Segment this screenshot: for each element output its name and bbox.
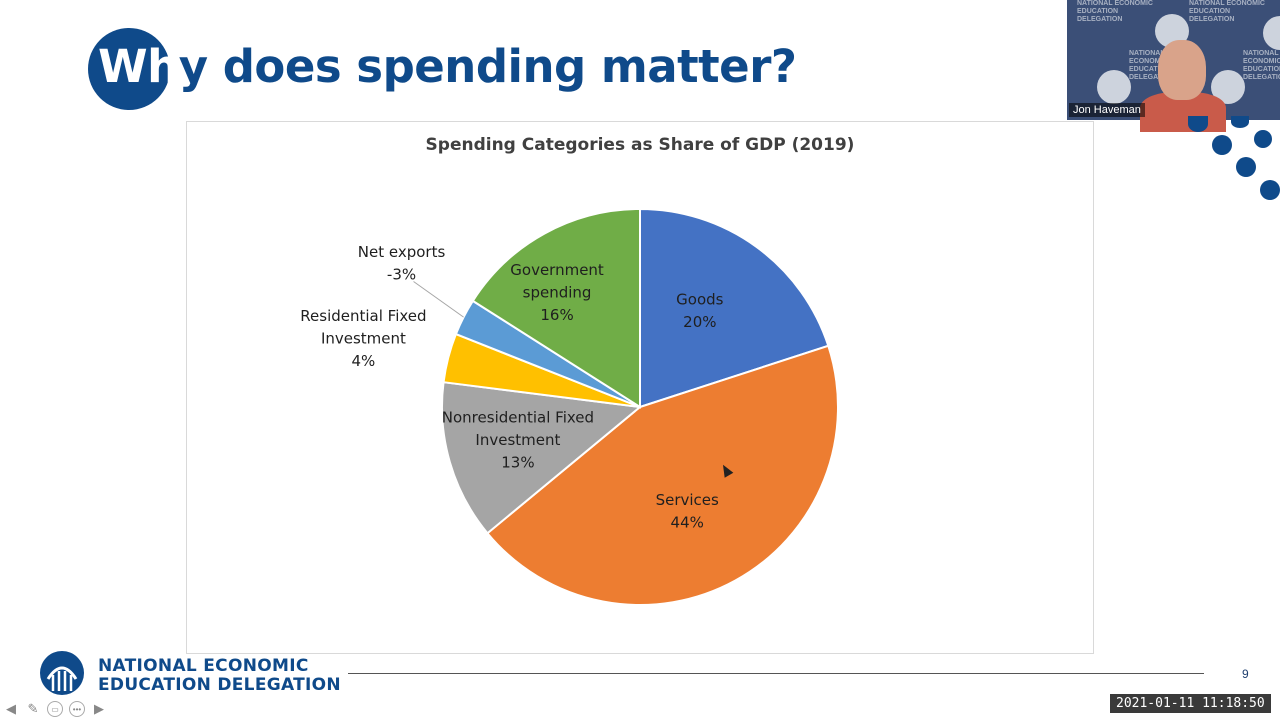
chart-title: Spending Categories as Share of GDP (201…	[0, 135, 1280, 155]
pie-label-net-exports: Net exports -3%	[358, 243, 446, 284]
recording-timestamp: 2021-01-11 11:18:50	[1110, 694, 1271, 713]
video-bg-text: NATIONAL ECONOMIC EDUCATION DELEGATION	[1077, 0, 1153, 23]
logo-line-1: NATIONAL ECONOMIC	[98, 656, 309, 676]
video-bg-logo-icon	[1263, 16, 1280, 50]
decorative-dot	[1188, 116, 1208, 132]
decorative-dot	[1260, 180, 1280, 200]
arrow-right-icon[interactable]: ▶	[94, 701, 104, 716]
participant-head	[1158, 40, 1206, 100]
more-icon[interactable]: •••	[69, 701, 85, 717]
pen-icon[interactable]: ✎	[27, 701, 39, 716]
video-bg-text: NATIONAL ECONOMIC EDUCATION DELEGATION	[1129, 50, 1175, 81]
page-number: 9	[1242, 667, 1249, 681]
title-accent-circle	[88, 28, 170, 110]
pie-label-goods: Goods 20%	[676, 291, 723, 332]
arrow-left-icon[interactable]: ◀	[6, 701, 16, 716]
pie-label-nonresidential-fixed-investment: Nonresidential Fixed Investment 13%	[442, 409, 594, 472]
footer-divider	[348, 673, 1204, 674]
video-bg-logo-icon	[1097, 70, 1131, 104]
slide-title-prefix: Wh	[98, 40, 179, 93]
slideshow-nav: ◀ ✎ ▭ ••• ▶	[3, 700, 107, 718]
slides-icon[interactable]: ▭	[47, 701, 63, 717]
logo-line-2: EDUCATION DELEGATION	[98, 675, 341, 695]
video-bg-text: NATIONAL ECONOMIC EDUCATION DELEGATION	[1189, 0, 1265, 23]
decorative-dot	[1231, 116, 1249, 128]
pie-label-government-spending: Government spending 16%	[510, 261, 604, 324]
video-bg-text: NATIONAL ECONOMIC EDUCATION DELEGATION	[1243, 50, 1280, 81]
pie-slice-services	[486, 344, 839, 606]
need-emblem-icon	[40, 651, 84, 695]
pie-label-residential-fixed-investment: Residential Fixed Investment 4%	[300, 307, 426, 370]
chart-title-text: Spending Categories as Share of GDP (201…	[425, 135, 855, 155]
decorative-dot	[1254, 130, 1272, 148]
pie-slice-government-spending	[471, 207, 641, 409]
pie-slice-nonresidential-fixed-investment	[441, 381, 643, 535]
slide-title-rest: y does spending matter?	[178, 40, 797, 93]
pie-label-services: Services 44%	[656, 491, 719, 532]
pie-leader-line	[413, 281, 464, 318]
pie-slice-goods	[639, 207, 830, 409]
slide-title: Why does spending matter?	[98, 40, 797, 93]
decorative-dot	[1212, 135, 1232, 155]
participant-name: Jon Haveman	[1069, 103, 1145, 117]
decorative-dot	[1236, 157, 1256, 177]
